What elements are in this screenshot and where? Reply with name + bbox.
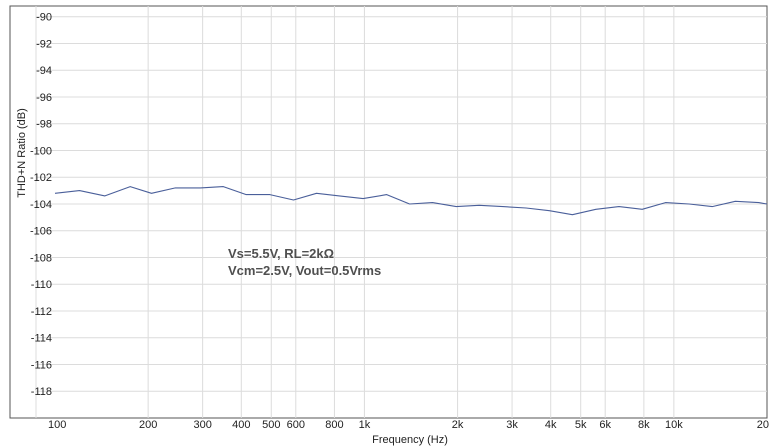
y-tick-label: -114	[31, 333, 52, 345]
y-tick-label: -118	[31, 386, 52, 398]
x-tick-label: 200	[139, 419, 157, 431]
y-tick-label: -106	[30, 226, 52, 238]
y-tick-label: -90	[36, 12, 52, 24]
y-tick-label: -112	[31, 306, 52, 318]
plot-background	[9, 5, 768, 419]
annotation-line-2: Vcm=2.5V, Vout=0.5Vrms	[228, 263, 381, 278]
y-tick-label: -104	[30, 199, 52, 211]
x-tick-label: 600	[287, 419, 305, 431]
x-tick-label: 400	[232, 419, 250, 431]
y-tick-label: -98	[36, 119, 52, 131]
series-layer	[54, 186, 768, 216]
x-tick-label: 100	[48, 419, 66, 431]
x-tick-label: 300	[193, 419, 211, 431]
y-tick-label: -92	[36, 38, 52, 50]
y-tick-label: -96	[36, 92, 52, 104]
thdn-series-line	[54, 186, 768, 216]
x-tick-label: 4k	[545, 419, 557, 431]
x-tick-label: 3k	[506, 419, 518, 431]
y-tick-label: -100	[30, 145, 52, 157]
x-tick-label: 20	[757, 419, 769, 431]
y-tick-label: -110	[31, 279, 52, 291]
y-tick-label: -116	[31, 359, 52, 371]
x-tick-label: 2k	[452, 419, 464, 431]
x-tick-label: 500	[262, 419, 280, 431]
x-tick-label: 8k	[638, 419, 650, 431]
y-tick-label: -94	[36, 65, 52, 77]
y-axis-title: THD+N Ratio (dB)	[16, 108, 28, 198]
annotation-line-1: Vs=5.5V, RL=2kΩ	[228, 246, 334, 261]
y-tick-label: -108	[30, 252, 52, 264]
x-tick-label: 800	[325, 419, 343, 431]
x-tick-label: 5k	[575, 419, 587, 431]
x-tick-label: 10k	[665, 419, 683, 431]
y-tick-label: -102	[30, 172, 52, 184]
grid-lines	[35, 6, 767, 418]
x-axis-title: Frequency (Hz)	[372, 434, 448, 446]
x-tick-label: 6k	[599, 419, 611, 431]
x-tick-labels: 100 200 300 400 500 600 800 1k 2k 3k 4k 5k 6k 8k 10k 20	[48, 419, 769, 431]
x-tick-label: 1k	[359, 419, 371, 431]
y-tick-labels: -90 -92 -94 -96 -98 -100 -102 -104 -106 -108 -110 -…	[30, 12, 52, 399]
